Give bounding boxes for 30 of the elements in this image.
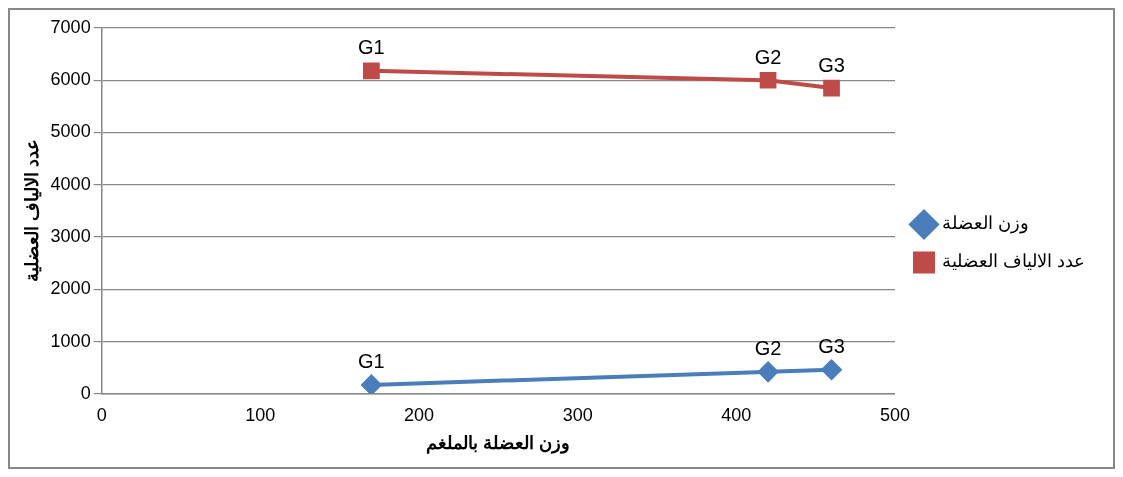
y-tick-label: 4000 [50,173,91,194]
annotation: G2 [754,337,782,360]
point [361,374,382,394]
point [823,79,840,97]
x-tick-label: 0 [96,404,107,425]
point [759,71,777,89]
annotation: G2 [754,45,782,68]
y-tick-label: 3000 [50,226,91,246]
x-tick-label: 200 [403,404,435,425]
point [821,359,842,380]
y-tick-label: 0 [80,382,91,403]
x-tick-label: 300 [562,404,593,425]
y-tick-label: 2000 [50,278,91,299]
legend-label: وزن العضلة [942,213,1030,235]
x-axis-title: وزن العضلة بالملغم [426,433,571,455]
annotation: G1 [358,350,385,373]
x-tick-label: 500 [879,404,911,425]
x-tick-label: 100 [245,404,276,425]
point [758,361,779,382]
annotation: G3 [818,335,845,358]
y-axis-title: عدد الالياف العضلية [21,139,42,283]
legend-label: عدد الالياف العضلية [942,251,1086,272]
annotation: G3 [818,53,845,76]
y-tick-label: 6000 [50,69,91,90]
x-tick-label: 400 [721,404,752,425]
y-tick-label: 7000 [50,16,91,37]
y-tick-label: 1000 [50,330,91,351]
y-tick-label: 5000 [50,121,91,142]
point [363,62,380,80]
annotation: G1 [358,36,385,59]
